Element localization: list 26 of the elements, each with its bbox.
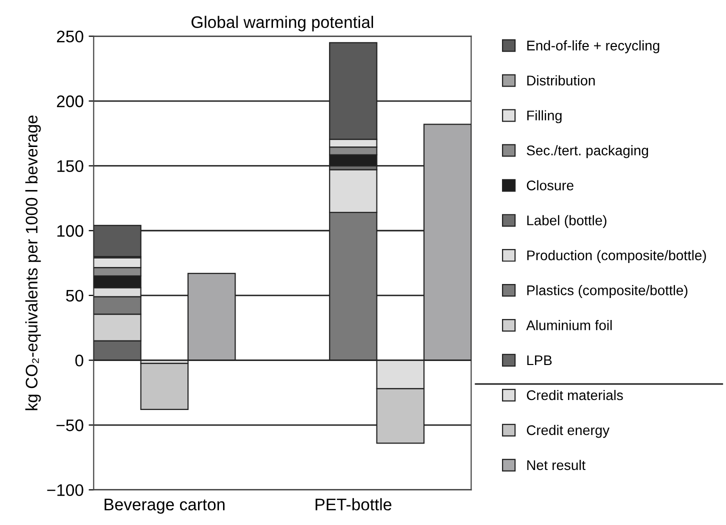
legend-label: Sec./tert. packaging xyxy=(526,145,648,158)
legend-label: Label (bottle) xyxy=(527,215,606,228)
legend-label: Closure xyxy=(526,180,574,190)
y-tick-label: 200 xyxy=(56,95,84,108)
y-tick-label: −50 xyxy=(56,419,84,432)
legend-label: Net result xyxy=(527,460,586,470)
y-tick-label: −100 xyxy=(47,484,84,496)
y-tick-label: 100 xyxy=(57,225,84,237)
x-tick-label: PET-bottle xyxy=(316,498,392,510)
x-tick-label: Beverage carton xyxy=(104,498,225,514)
legend-label: Plastics (composite/bottle) xyxy=(527,285,688,298)
y-axis-title: kg CO₂-equivalents per 1000 l beverage xyxy=(25,116,41,410)
chart-title: Global warming potential xyxy=(192,16,374,32)
legend-label: Aluminium foil xyxy=(526,320,612,330)
legend-label: Filling xyxy=(527,110,562,124)
legend-label: Credit energy xyxy=(526,424,610,438)
y-tick-label: 0 xyxy=(75,354,84,366)
legend-label: LPB xyxy=(527,355,552,366)
legend-label: End-of-life + recycling xyxy=(527,40,660,54)
legend-label: Production (composite/bottle) xyxy=(527,250,706,264)
y-tick-label: 150 xyxy=(57,160,84,172)
legend-label: Distribution xyxy=(527,75,595,86)
bar xyxy=(140,362,189,410)
y-tick-label: 50 xyxy=(66,290,84,302)
y-tick-label: 250 xyxy=(56,30,84,42)
legend-label: Credit materials xyxy=(526,390,623,400)
